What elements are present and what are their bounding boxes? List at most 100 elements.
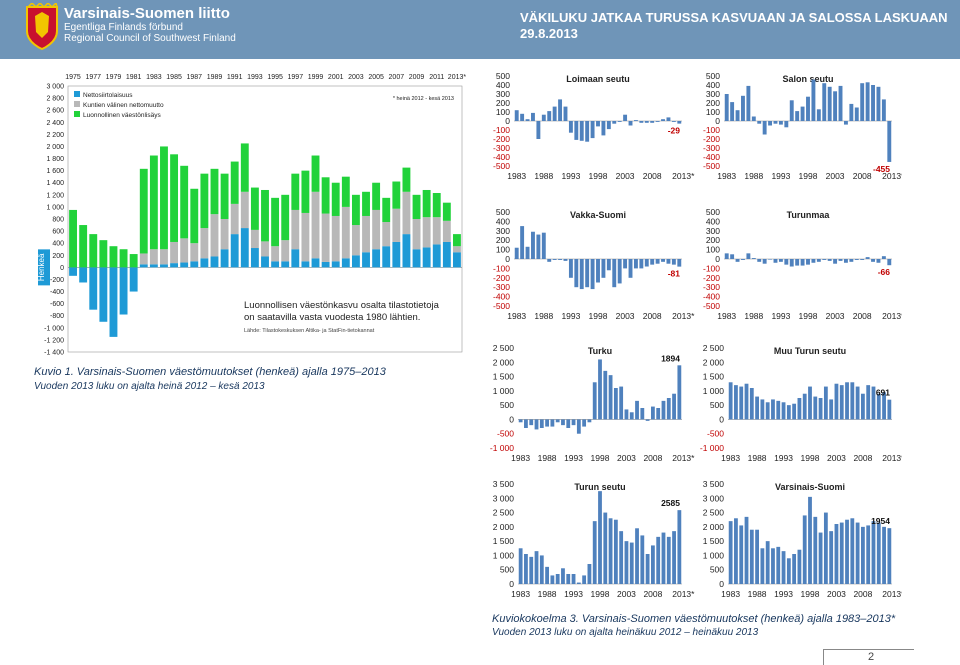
y-tick-label: 0 bbox=[60, 265, 64, 272]
bar-segment-natural-increase bbox=[362, 191, 370, 216]
bar bbox=[797, 398, 802, 420]
x-tick-label: 1995 bbox=[267, 74, 283, 81]
bar bbox=[876, 259, 881, 263]
chart-title: Muu Turun seutu bbox=[774, 346, 846, 356]
x-tick-label: 1998 bbox=[801, 589, 820, 599]
x-tick-label: 1988 bbox=[538, 589, 557, 599]
bar-segment-net-migration bbox=[119, 267, 128, 315]
bar bbox=[585, 259, 590, 288]
bar bbox=[644, 259, 649, 267]
bar bbox=[524, 554, 528, 584]
bar bbox=[818, 398, 823, 420]
x-tick-label: 2013* bbox=[672, 311, 695, 321]
end-value-label: 2585 bbox=[661, 498, 680, 508]
bar bbox=[650, 121, 655, 123]
bar-segment-net-migration bbox=[99, 267, 108, 322]
end-value-label: -29 bbox=[668, 126, 681, 136]
y-tick-label: -800 bbox=[50, 313, 64, 320]
y-tick-label: 200 bbox=[706, 98, 720, 108]
y-tick-label: 1 200 bbox=[46, 192, 64, 199]
bar bbox=[845, 519, 849, 584]
bar bbox=[751, 258, 756, 259]
x-tick-label: 1993 bbox=[771, 311, 790, 321]
bar bbox=[827, 86, 832, 121]
bar-segment-municipal-migration bbox=[372, 209, 381, 250]
bar-segment-natural-increase bbox=[99, 240, 108, 268]
x-tick-label: 2007 bbox=[389, 74, 405, 81]
coat-of-arms-icon bbox=[26, 3, 58, 51]
x-tick-label: 2013* bbox=[672, 453, 695, 463]
headline: VÄKILUKU JATKAA TURUSSA KASVUAAN JA SALO… bbox=[520, 10, 948, 42]
bar bbox=[596, 259, 600, 283]
bar bbox=[623, 259, 628, 269]
bar-segment-net-migration bbox=[89, 267, 98, 310]
bar bbox=[635, 400, 639, 420]
bar-segment-natural-increase bbox=[220, 173, 229, 219]
bar bbox=[860, 393, 865, 420]
bar bbox=[822, 259, 827, 260]
bar-segment-municipal-migration bbox=[351, 225, 360, 256]
bar-segment-net-migration bbox=[311, 258, 320, 268]
bar bbox=[871, 386, 876, 420]
legend-label: Kuntien välinen nettomuutto bbox=[83, 102, 164, 109]
y-tick-label: 1 000 bbox=[493, 386, 515, 396]
bar-segment-natural-increase bbox=[422, 189, 431, 218]
x-tick-label: 2003 bbox=[616, 311, 635, 321]
bar-segment-natural-increase bbox=[271, 197, 280, 247]
y-tick-label: 500 bbox=[500, 400, 514, 410]
bar bbox=[829, 531, 834, 584]
bar-segment-net-migration bbox=[301, 261, 310, 268]
bar bbox=[839, 385, 844, 420]
bar bbox=[541, 114, 546, 121]
bar bbox=[613, 388, 618, 420]
bar bbox=[677, 365, 682, 420]
x-tick-label: 1983 bbox=[717, 311, 736, 321]
y-tick-label: 500 bbox=[496, 207, 510, 217]
bar-segment-municipal-migration bbox=[180, 238, 189, 263]
x-tick-label: 2003 bbox=[826, 171, 845, 181]
bar bbox=[524, 419, 528, 428]
bar bbox=[603, 512, 608, 584]
y-tick-label: 3 500 bbox=[703, 479, 725, 489]
bar-segment-natural-increase bbox=[321, 177, 330, 214]
bar bbox=[776, 400, 781, 420]
y-tick-label: 0 bbox=[509, 579, 514, 589]
x-tick-label: 1989 bbox=[207, 74, 223, 81]
bar bbox=[603, 370, 608, 420]
bar bbox=[576, 582, 581, 584]
bar bbox=[579, 259, 584, 290]
x-tick-label: 1998 bbox=[801, 453, 820, 463]
y-tick-label: -100 bbox=[493, 263, 510, 273]
bar-segment-natural-increase bbox=[392, 181, 401, 209]
y-tick-label: 1 500 bbox=[703, 372, 725, 382]
bar bbox=[520, 113, 525, 121]
y-tick-label: -200 bbox=[50, 277, 64, 284]
x-tick-label: 1983 bbox=[511, 589, 530, 599]
bar bbox=[800, 259, 805, 266]
bar bbox=[818, 532, 823, 584]
bar bbox=[850, 518, 855, 584]
y-tick-label: 1 600 bbox=[46, 168, 64, 175]
y-tick-label: 1 500 bbox=[493, 372, 515, 382]
bar bbox=[574, 121, 579, 140]
bar bbox=[531, 112, 535, 121]
bar bbox=[792, 403, 797, 420]
bar bbox=[525, 246, 530, 259]
bar-segment-natural-increase bbox=[432, 193, 441, 218]
bar-segment-natural-increase bbox=[250, 187, 259, 230]
bar bbox=[574, 259, 579, 288]
bar-segment-natural-increase bbox=[119, 249, 128, 268]
bar bbox=[608, 518, 613, 584]
page-number: 2 bbox=[868, 651, 875, 663]
y-tick-label: -400 bbox=[50, 289, 64, 296]
x-tick-label: 2008 bbox=[643, 171, 662, 181]
bar bbox=[806, 259, 810, 265]
bar bbox=[854, 107, 859, 121]
bar-segment-natural-increase bbox=[412, 194, 421, 219]
bar bbox=[751, 116, 756, 121]
y-tick-label: -300 bbox=[703, 143, 720, 153]
source-note: Lähde: Tilastokeskuksen Altika- ja StatF… bbox=[244, 328, 375, 334]
y-tick-label: -500 bbox=[707, 429, 724, 439]
x-tick-label: 2011 bbox=[429, 74, 444, 81]
